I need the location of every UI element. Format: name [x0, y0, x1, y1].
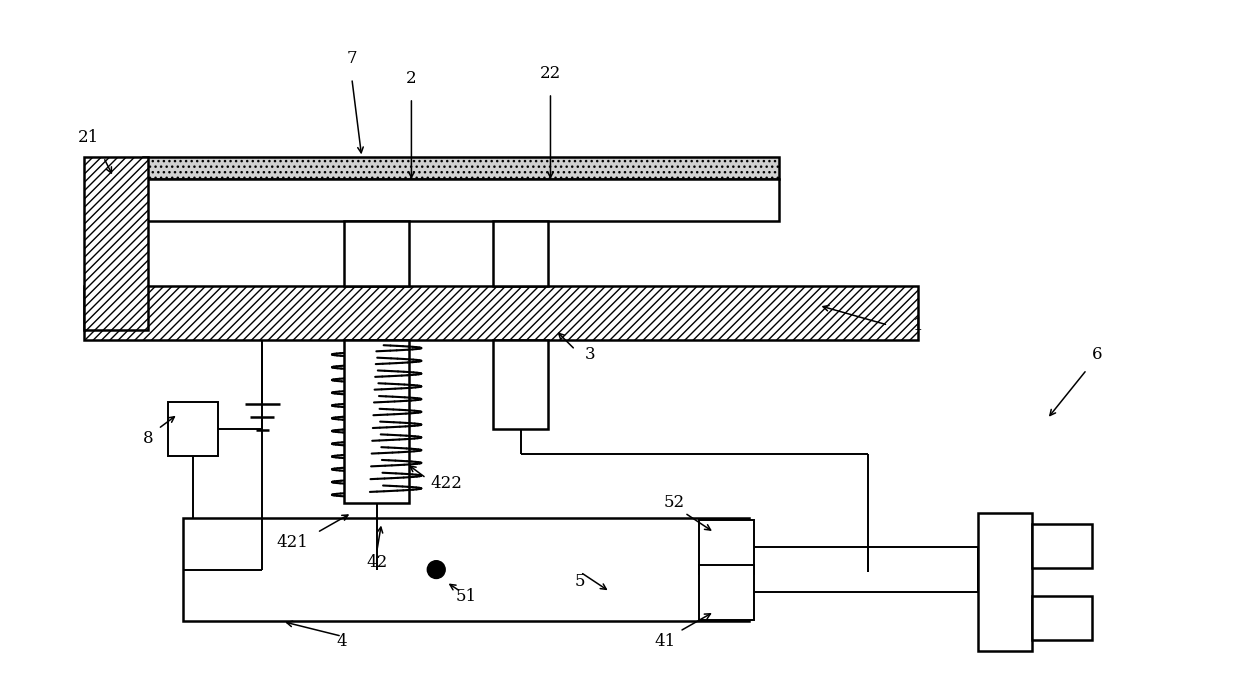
Text: 4: 4	[336, 632, 347, 650]
Text: 2: 2	[405, 70, 417, 87]
Text: 51: 51	[455, 588, 476, 605]
Text: 7: 7	[346, 50, 357, 67]
Text: 21: 21	[78, 129, 99, 146]
Text: 3: 3	[585, 346, 595, 363]
Bar	[699, 565, 754, 620]
Bar	[699, 520, 754, 574]
Circle shape	[428, 561, 445, 578]
Text: 5: 5	[575, 574, 585, 591]
Bar	[83, 157, 149, 330]
Text: 52: 52	[665, 494, 686, 512]
Bar	[345, 340, 409, 503]
Text: 422: 422	[430, 475, 463, 491]
Bar	[1032, 524, 1091, 568]
Bar	[169, 402, 218, 456]
Text: 22: 22	[539, 65, 560, 82]
Bar	[345, 221, 409, 286]
Text: 42: 42	[366, 554, 387, 570]
Bar	[494, 340, 548, 429]
Bar	[494, 221, 548, 286]
Bar	[144, 157, 779, 179]
Bar	[144, 179, 779, 221]
Text: 6: 6	[1091, 346, 1102, 363]
Bar	[184, 518, 749, 622]
Text: 41: 41	[653, 632, 676, 650]
Bar	[83, 286, 918, 340]
Bar	[977, 513, 1032, 651]
Text: 1: 1	[913, 317, 924, 333]
Bar	[1032, 596, 1091, 640]
Text: 8: 8	[143, 430, 154, 448]
Text: 421: 421	[277, 534, 309, 551]
